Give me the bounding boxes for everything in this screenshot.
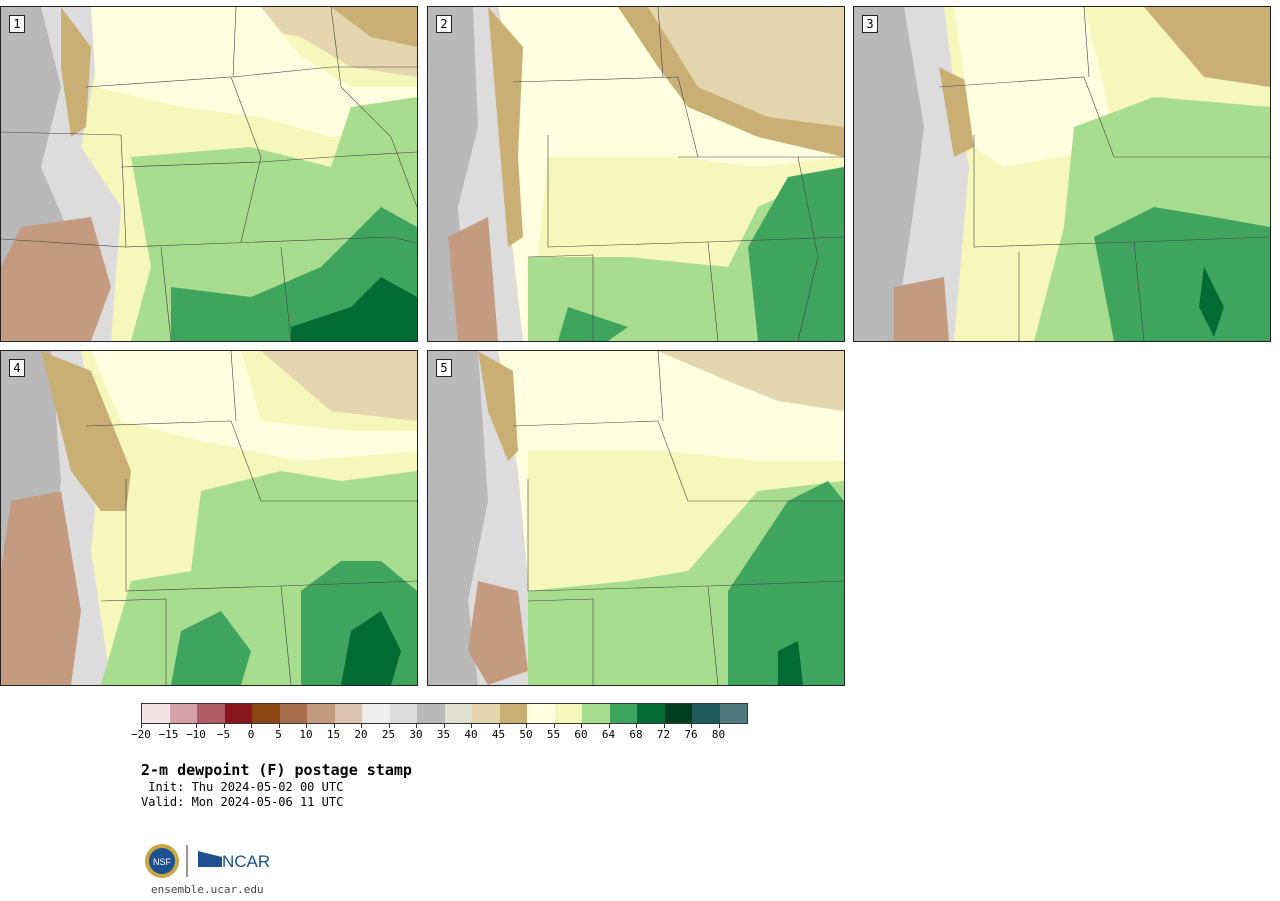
colorbar-tick-label: 40	[464, 728, 478, 741]
colorbar-swatch	[142, 704, 170, 723]
colorbar-tick	[471, 723, 472, 728]
colorbar-tick	[691, 723, 692, 728]
colorbar-ticks: −20 −15 −10 −5 0 5 10 15 20 25 30 35 40 45 50 55 60 64 68 7…	[131, 723, 757, 743]
colorbar-tick	[608, 723, 610, 728]
panel-number-5: 5	[436, 359, 452, 377]
chart-title: 2-m dewpoint (F) postage stamp	[141, 761, 412, 779]
colorbar-tick	[498, 723, 500, 728]
colorbar-tick-label: 5	[275, 728, 282, 741]
panel-number-3: 3	[862, 15, 878, 33]
colorbar-tick-label: 10	[299, 728, 313, 741]
colorbar-tick	[333, 723, 335, 728]
colorbar-tick-label: 25	[381, 728, 396, 741]
panel-number-1: 1	[9, 15, 25, 33]
colorbar-tick	[168, 723, 170, 728]
website-url: ensemble.ucar.edu	[151, 883, 264, 896]
dewpoint-colorbar	[141, 703, 748, 724]
colorbar-swatch	[307, 704, 335, 723]
map-panel-4: 4	[0, 350, 418, 686]
colorbar-swatch	[719, 704, 747, 723]
colorbar-swatch	[472, 704, 500, 723]
colorbar-swatch	[664, 704, 692, 723]
colorbar-tick	[663, 723, 665, 728]
colorbar-tick	[718, 723, 720, 728]
colorbar-tick-label: 30	[409, 728, 423, 741]
colorbar-tick-label: 68	[629, 728, 643, 741]
dewpoint-map-4	[1, 351, 417, 685]
colorbar-tick	[553, 723, 555, 728]
colorbar-tick-label: −15	[158, 728, 179, 741]
colorbar-swatch	[334, 704, 362, 723]
colorbar-tick	[443, 723, 445, 728]
colorbar-tick	[141, 723, 142, 728]
colorbar-swatch	[389, 704, 417, 723]
colorbar-tick	[581, 723, 582, 728]
colorbar-swatch	[417, 704, 445, 723]
panel-number-2: 2	[436, 15, 452, 33]
colorbar-swatch	[692, 704, 720, 723]
colorbar-tick	[388, 723, 390, 728]
colorbar-tick	[223, 723, 225, 728]
colorbar-tick-label: 15	[326, 728, 341, 741]
colorbar-swatch	[252, 704, 280, 723]
colorbar-swatch	[224, 704, 252, 723]
dewpoint-map-3	[854, 7, 1270, 341]
ncar-logo-text: NCAR	[222, 852, 270, 871]
colorbar-tick-label: 72	[656, 728, 671, 741]
colorbar-tick	[361, 723, 362, 728]
init-time: Init: Thu 2024-05-02 00 UTC	[141, 780, 344, 794]
colorbar-tick-label: 60	[574, 728, 588, 741]
colorbar-tick	[306, 723, 307, 728]
dewpoint-map-5	[428, 351, 844, 685]
valid-time: Valid: Mon 2024-05-06 11 UTC	[141, 795, 344, 809]
colorbar-swatch	[637, 704, 665, 723]
nsf-ncar-logo: NSF NCAR	[145, 844, 270, 878]
map-panel-1: 1	[0, 6, 418, 342]
dewpoint-map-1	[1, 7, 417, 341]
colorbar-tick	[278, 723, 280, 728]
map-panel-2: 2	[427, 6, 845, 342]
colorbar-tick	[526, 723, 527, 728]
colorbar-swatch	[197, 704, 225, 723]
colorbar-tick-label: 45	[491, 728, 506, 741]
colorbar-tick	[251, 723, 252, 728]
panel-number-4: 4	[9, 359, 25, 377]
colorbar-tick-label: 80	[711, 728, 726, 741]
map-panel-5: 5	[427, 350, 845, 686]
colorbar-tick	[416, 723, 417, 728]
colorbar-tick-label: 20	[354, 728, 368, 741]
colorbar-tick-label: −20	[131, 728, 151, 741]
colorbar-tick	[636, 723, 637, 728]
map-panel-3: 3	[853, 6, 1271, 342]
colorbar-swatch	[609, 704, 637, 723]
colorbar-swatch	[499, 704, 527, 723]
colorbar-swatch	[362, 704, 390, 723]
colorbar-swatch	[582, 704, 610, 723]
colorbar-tick	[196, 723, 197, 728]
colorbar-swatch	[527, 704, 555, 723]
colorbar-tick-label: 50	[519, 728, 533, 741]
colorbar-swatch	[444, 704, 472, 723]
colorbar-tick-label: 55	[546, 728, 561, 741]
colorbar-swatch	[169, 704, 197, 723]
colorbar-tick-label: −5	[216, 728, 231, 741]
colorbar-swatch	[279, 704, 307, 723]
colorbar-tick-label: 35	[436, 728, 451, 741]
colorbar-tick-label: 0	[247, 728, 255, 741]
colorbar-swatch	[554, 704, 582, 723]
colorbar-tick-label: 64	[601, 728, 616, 741]
colorbar-tick-label: −10	[186, 728, 206, 741]
dewpoint-map-2	[428, 7, 844, 341]
colorbar-tick-label: 76	[684, 728, 698, 741]
nsf-logo-text: NSF	[153, 857, 172, 867]
